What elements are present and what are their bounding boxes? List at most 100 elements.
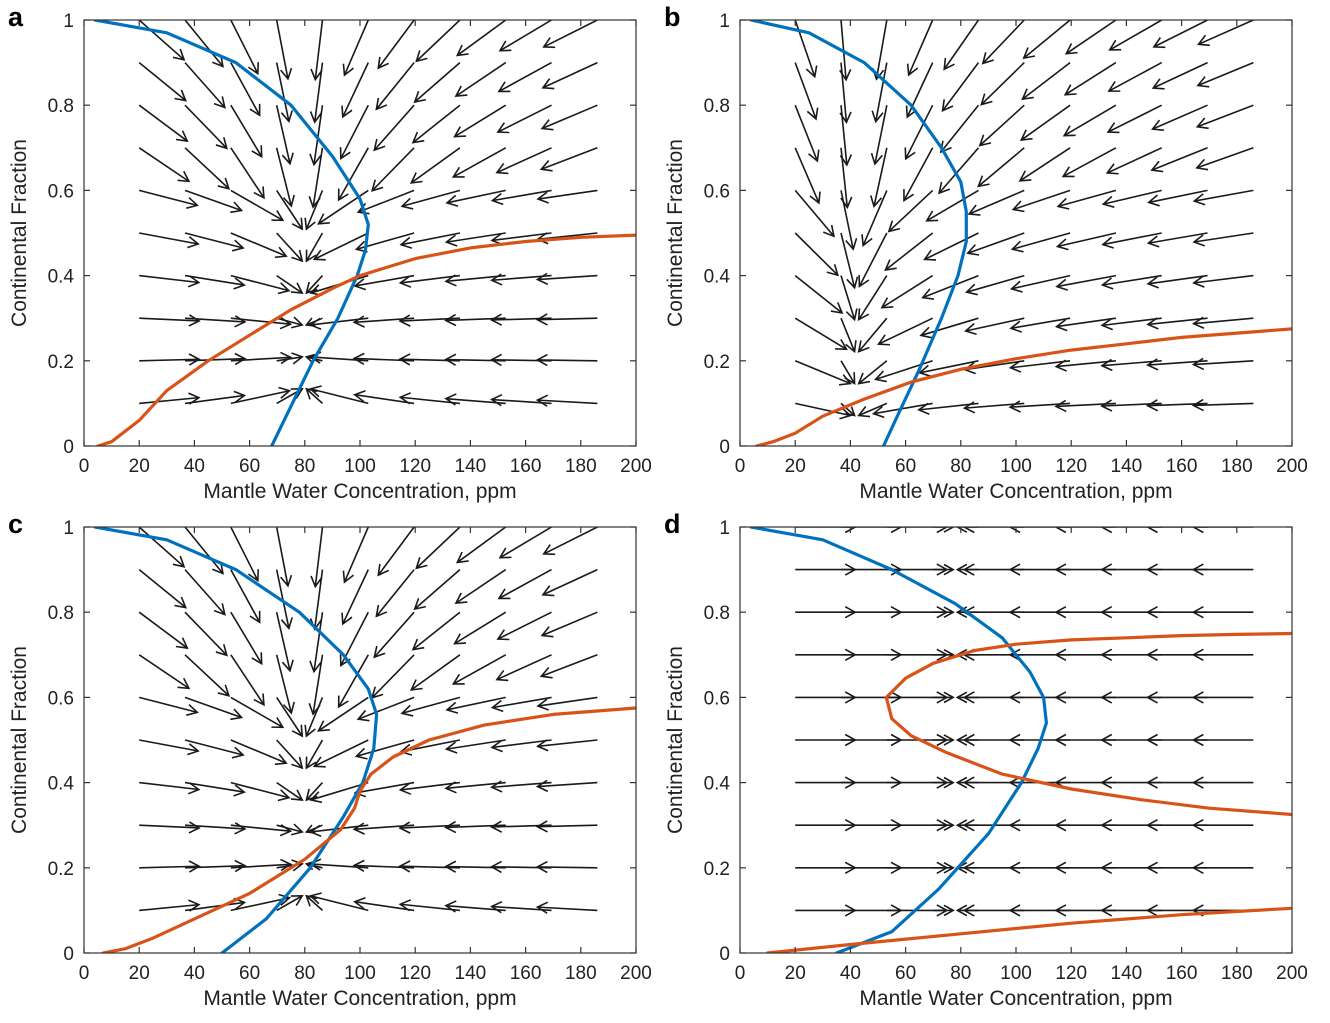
vector-arrow [1054, 359, 1116, 372]
y-tick-label: 0 [719, 437, 730, 458]
vector-arrow [919, 317, 979, 339]
y-axis-label: Continental Fraction [8, 646, 31, 834]
vector-arrow [373, 611, 415, 659]
vector-arrow [497, 568, 552, 600]
vector-arrow [938, 147, 980, 195]
y-tick-label: 1 [719, 11, 730, 32]
vector-arrow [536, 189, 598, 204]
x-tick-label: 180 [1221, 456, 1253, 477]
y-tick-label: 1 [63, 11, 74, 32]
vector-arrow [1195, 147, 1254, 171]
y-tick-label: 0.4 [48, 774, 75, 795]
vector-arrow [375, 569, 415, 618]
vector-arrow [309, 105, 324, 167]
vector-arrow [337, 147, 369, 202]
vector-arrow [184, 20, 224, 68]
vector-arrow [184, 781, 246, 797]
y-tick-label: 0.6 [48, 688, 74, 709]
panel-letter: b [664, 2, 681, 32]
nullcline-line [93, 527, 379, 953]
vector-arrow [535, 901, 598, 914]
x-tick-label: 40 [840, 963, 861, 984]
x-axis-label: Mantle Water Concentration, ppm [859, 480, 1172, 503]
vector-arrow [230, 569, 261, 624]
vector-arrow [317, 696, 369, 732]
y-tick-label: 1 [63, 518, 74, 539]
x-tick-label: 120 [1055, 963, 1087, 984]
vector-arrow [230, 147, 265, 200]
vector-arrow [1018, 147, 1071, 182]
vector-arrow [871, 62, 888, 124]
vector-arrow [794, 274, 844, 315]
vector-arrow [542, 20, 598, 49]
y-axis-label: Continental Fraction [664, 646, 687, 834]
x-tick-label: 160 [510, 963, 542, 984]
vector-arrow [932, 904, 955, 917]
vector-arrow [795, 402, 853, 420]
vector-arrow [230, 858, 293, 872]
vector-arrow [276, 739, 304, 770]
vector-arrow [184, 62, 226, 109]
vector-arrow [921, 274, 979, 300]
vector-arrow [304, 190, 324, 231]
vector-arrow [230, 104, 263, 159]
panel-letter: a [8, 2, 24, 32]
vector-arrow [308, 147, 324, 209]
vector-arrow [1191, 398, 1254, 412]
plot-frame [739, 19, 1293, 447]
vector-arrow [184, 739, 245, 759]
vector-arrow [411, 611, 461, 651]
vector-arrow [184, 104, 228, 150]
x-tick-label: 140 [455, 963, 487, 984]
vector-arrow [454, 568, 507, 605]
vector-arrow [539, 147, 598, 172]
vector-arrow [305, 232, 324, 263]
nullclines [749, 20, 1292, 446]
y-tick-label: 0.4 [704, 267, 731, 288]
vector-arrow [454, 61, 507, 98]
x-tick-label: 120 [399, 456, 431, 477]
vector-arrow [230, 274, 291, 295]
plot-frame [83, 19, 637, 447]
vector-arrow [925, 189, 979, 222]
x-tick-label: 100 [1000, 963, 1032, 984]
y-tick-label: 0.4 [704, 774, 731, 795]
vector-arrow [536, 696, 598, 711]
vector-arrow [230, 351, 293, 365]
vector-arrow [455, 20, 507, 57]
vector-arrow [1011, 189, 1071, 213]
vector-arrow [1061, 147, 1117, 178]
vector-arrow [138, 568, 187, 609]
vector-arrow [375, 62, 415, 111]
vector-arrow [535, 820, 598, 833]
x-tick-label: 20 [129, 963, 150, 984]
x-tick-label: 20 [129, 456, 150, 477]
vector-arrow [964, 317, 1025, 336]
vector-arrow [310, 527, 324, 589]
vector-arrow [1191, 563, 1254, 576]
vector-arrow [1101, 189, 1162, 208]
vector-arrow [184, 189, 244, 214]
vector-arrow [1010, 232, 1071, 253]
vector-arrow [1192, 274, 1254, 288]
plot-frame [83, 526, 637, 954]
vector-arrow [490, 189, 552, 206]
vector-arrow [377, 527, 415, 577]
vector-arrow [1107, 61, 1163, 92]
vector-arrow [400, 189, 461, 210]
vector-arrow [276, 352, 304, 365]
y-tick-label: 0.2 [48, 859, 74, 880]
vector-arrow [495, 147, 552, 175]
vector-arrow [932, 563, 955, 576]
vector-arrow [339, 104, 369, 161]
nullcline-line [101, 706, 636, 953]
vector-arrow [794, 104, 820, 163]
vector-arrow [794, 62, 819, 121]
nullcline-line [755, 327, 1292, 446]
x-tick-label: 60 [895, 456, 916, 477]
x-tick-label: 160 [510, 456, 542, 477]
vector-arrow [275, 612, 294, 673]
vector-arrow [444, 820, 506, 834]
vector-arrow [496, 611, 552, 641]
vector-arrow [184, 352, 247, 366]
